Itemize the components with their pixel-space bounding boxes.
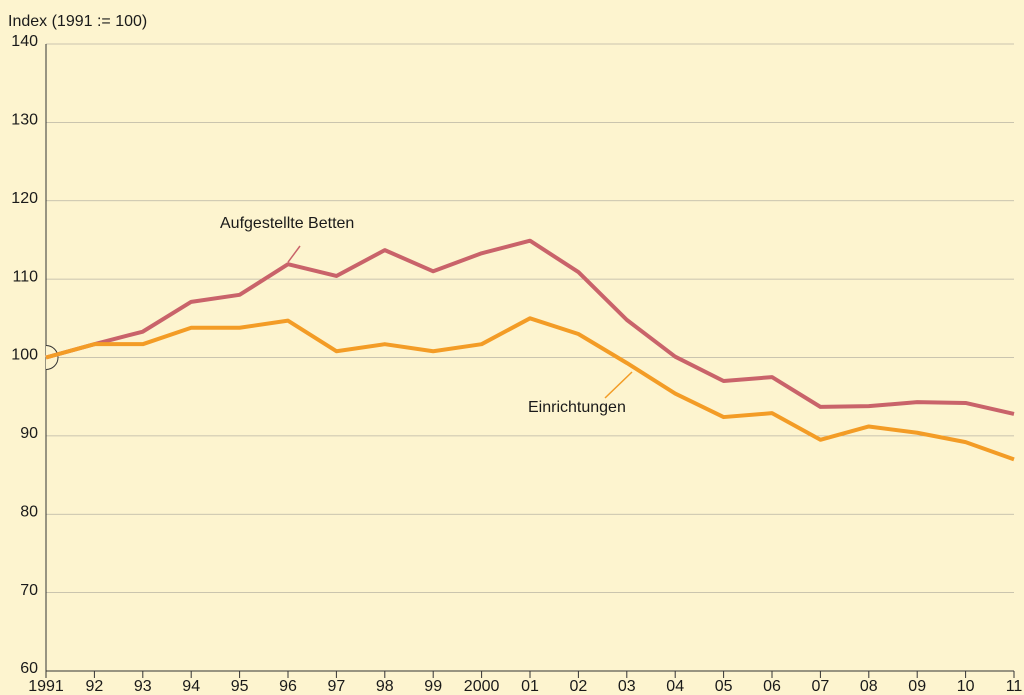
y-tick-label: 100 bbox=[11, 347, 38, 364]
x-tick-label: 08 bbox=[860, 678, 878, 695]
x-tick-label: 07 bbox=[812, 678, 830, 695]
x-tick-label: 04 bbox=[666, 678, 684, 695]
y-tick-label: 90 bbox=[20, 425, 38, 442]
y-tick-label: 80 bbox=[20, 503, 38, 520]
x-tick-label: 2000 bbox=[464, 678, 500, 695]
x-tick-label: 11 bbox=[1006, 678, 1023, 695]
x-tick-label: 05 bbox=[715, 678, 733, 695]
series-line bbox=[45, 238, 1015, 416]
x-tick-label: 97 bbox=[328, 678, 346, 695]
x-tick-label: 95 bbox=[231, 678, 249, 695]
series-line bbox=[45, 316, 1015, 462]
x-tick-label: 94 bbox=[182, 678, 200, 695]
y-tick-label: 120 bbox=[11, 190, 38, 207]
x-tick-label: 99 bbox=[424, 678, 442, 695]
y-tick-label: 140 bbox=[11, 33, 38, 50]
x-tick-label: 92 bbox=[86, 678, 104, 695]
y-axis-label: Index (1991 := 100) bbox=[8, 13, 147, 30]
series-label: Einrichtungen bbox=[528, 399, 626, 416]
y-tick-label: 130 bbox=[11, 112, 38, 129]
y-tick-label: 70 bbox=[20, 582, 38, 599]
x-tick-label: 06 bbox=[763, 678, 781, 695]
x-tick-label: 98 bbox=[376, 678, 394, 695]
annotation-leader bbox=[287, 245, 301, 263]
y-tick-label: 110 bbox=[12, 268, 38, 285]
y-tick-label: 60 bbox=[20, 660, 38, 677]
annotation-leader bbox=[604, 371, 633, 399]
x-tick-label: 01 bbox=[521, 678, 539, 695]
x-tick-label: 96 bbox=[279, 678, 297, 695]
x-tick-label: 10 bbox=[957, 678, 975, 695]
x-tick-label: 02 bbox=[570, 678, 588, 695]
x-tick-label: 03 bbox=[618, 678, 636, 695]
x-tick-label: 09 bbox=[908, 678, 926, 695]
series-label: Aufgestellte Betten bbox=[220, 215, 354, 232]
x-tick-label: 1991 bbox=[28, 678, 64, 695]
x-tick-label: 93 bbox=[134, 678, 152, 695]
